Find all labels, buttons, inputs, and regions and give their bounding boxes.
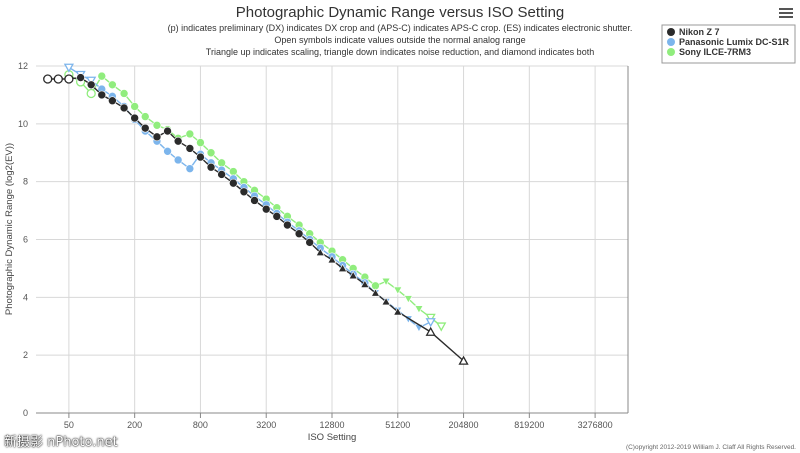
series-layer <box>43 63 469 365</box>
data-point <box>196 152 205 162</box>
y-axis-title: Photographic Dynamic Range (log2(EV)) <box>4 143 15 315</box>
data-point <box>43 74 53 84</box>
data-point <box>229 178 238 188</box>
x-tick-label: 3276800 <box>578 420 613 430</box>
x-tick-label: 800 <box>193 420 208 430</box>
axes: 0 2 4 6 8 10 12 50 200 800 3200 12800 51200 204800 819… <box>18 61 629 430</box>
x-tick-label: 200 <box>127 420 142 430</box>
legend-box <box>661 24 796 64</box>
data-point <box>185 129 195 139</box>
data-point <box>436 322 447 332</box>
y-tick-label: 10 <box>18 119 28 129</box>
data-point <box>163 147 172 156</box>
data-point <box>338 263 348 272</box>
data-point <box>140 123 150 133</box>
data-point <box>97 71 107 81</box>
data-point <box>140 112 150 121</box>
data-point <box>425 318 436 328</box>
data-point <box>119 103 129 113</box>
x-tick-label: 12800 <box>319 420 344 430</box>
series-panasonic-lumix-dc-s1r <box>63 63 436 333</box>
data-point <box>217 158 226 168</box>
data-point <box>239 187 249 197</box>
x-tick-label: 50 <box>64 420 74 430</box>
copyright-text: (C)opyright 2012-2019 William J. Claff A… <box>626 444 796 451</box>
data-point <box>86 88 96 99</box>
x-axis-title: ISO Setting <box>308 432 357 443</box>
legend-marker <box>667 28 675 36</box>
data-point <box>283 220 292 230</box>
legend-item-label[interactable]: Nikon Z 7 <box>679 27 720 37</box>
data-point <box>119 89 129 98</box>
data-point <box>185 144 195 153</box>
x-tick-label: 51200 <box>385 420 410 430</box>
series-nikon-z-7 <box>43 73 469 365</box>
data-point <box>229 167 238 176</box>
series-line <box>47 76 465 362</box>
y-tick-label: 12 <box>18 61 28 71</box>
data-point <box>173 155 183 165</box>
data-point <box>393 307 403 316</box>
y-tick-label: 4 <box>23 292 28 302</box>
data-point <box>360 279 370 288</box>
data-point <box>130 113 139 123</box>
data-point <box>305 238 314 247</box>
data-point <box>425 326 436 336</box>
gridlines <box>36 65 628 414</box>
legend-marker <box>667 38 675 46</box>
data-point <box>152 132 162 142</box>
data-point <box>97 90 107 100</box>
data-point <box>185 164 195 173</box>
data-point <box>196 138 205 147</box>
chart-title: Photographic Dynamic Range versus ISO Se… <box>236 4 565 21</box>
data-point <box>294 229 304 239</box>
data-point <box>381 277 391 287</box>
data-point <box>86 80 96 90</box>
legend-item-label[interactable]: Panasonic Lumix DC-S1R <box>679 37 790 47</box>
legend-marker <box>667 48 675 56</box>
data-point <box>53 74 63 84</box>
hamburger-menu-icon[interactable] <box>779 6 793 18</box>
y-tick-label: 0 <box>23 408 28 418</box>
data-point <box>414 305 424 314</box>
data-point <box>261 204 271 214</box>
chart-subtitle-line-3: Triangle up indicates scaling, triangle … <box>206 47 594 57</box>
data-point <box>272 212 282 221</box>
data-point <box>393 286 403 295</box>
data-point <box>403 295 413 304</box>
data-point <box>217 170 226 179</box>
data-point <box>76 73 85 82</box>
data-point <box>108 80 117 90</box>
data-point <box>130 102 139 111</box>
data-point <box>458 355 469 365</box>
data-point <box>327 255 337 264</box>
data-point <box>206 148 216 158</box>
legend-item-label[interactable]: Sony ILCE-7RM3 <box>679 47 751 57</box>
watermark-text: 新摄影 nPhoto.net <box>4 435 118 450</box>
data-point <box>315 247 325 257</box>
chart-subtitle-line-2: Open symbols indicate values outside the… <box>274 35 525 45</box>
x-tick-label: 204800 <box>449 420 479 430</box>
y-tick-label: 2 <box>23 350 28 360</box>
data-point <box>63 63 74 73</box>
y-tick-label: 8 <box>23 177 28 187</box>
data-point <box>370 288 380 297</box>
data-point <box>206 162 216 172</box>
chart-subtitle-line-1: (p) indicates preliminary (DX) indicates… <box>168 23 633 33</box>
x-tick-label: 819200 <box>514 420 544 430</box>
data-point <box>152 120 162 130</box>
data-point <box>64 74 74 84</box>
data-point <box>381 297 391 306</box>
data-point <box>108 96 117 105</box>
x-tick-label: 3200 <box>256 420 276 430</box>
data-point <box>173 136 183 146</box>
data-point <box>348 271 358 280</box>
data-point <box>163 126 172 136</box>
y-tick-label: 6 <box>23 235 28 245</box>
data-point <box>250 196 259 205</box>
data-point <box>425 313 436 323</box>
